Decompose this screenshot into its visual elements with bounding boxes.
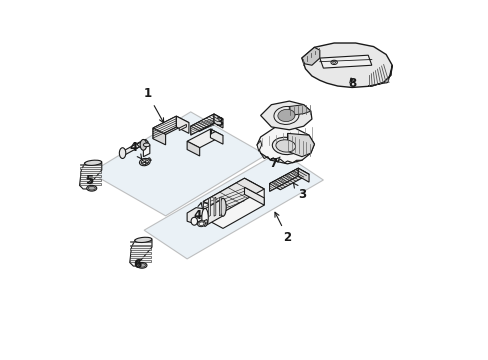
Polygon shape [130, 248, 151, 250]
Polygon shape [203, 178, 264, 212]
Polygon shape [153, 128, 165, 145]
Ellipse shape [191, 217, 197, 225]
Ellipse shape [138, 264, 145, 267]
Text: 3: 3 [210, 116, 223, 134]
Text: 1: 1 [143, 87, 163, 123]
Polygon shape [176, 116, 188, 134]
Polygon shape [140, 158, 151, 165]
Polygon shape [80, 163, 101, 165]
Polygon shape [80, 175, 101, 177]
Polygon shape [190, 114, 223, 131]
Text: 4: 4 [129, 141, 142, 159]
Text: 8: 8 [347, 77, 355, 90]
Ellipse shape [275, 140, 295, 152]
Polygon shape [257, 126, 314, 164]
Ellipse shape [88, 186, 95, 190]
Polygon shape [90, 112, 265, 216]
Ellipse shape [137, 262, 147, 268]
Polygon shape [289, 105, 310, 116]
Polygon shape [219, 197, 221, 216]
Polygon shape [214, 197, 215, 216]
Ellipse shape [139, 158, 150, 166]
Polygon shape [214, 114, 223, 128]
Polygon shape [298, 168, 308, 182]
Polygon shape [301, 47, 319, 65]
Polygon shape [204, 199, 223, 226]
Polygon shape [269, 168, 298, 192]
Ellipse shape [202, 208, 208, 226]
Polygon shape [187, 129, 223, 148]
Polygon shape [137, 139, 148, 147]
Polygon shape [287, 134, 314, 157]
Polygon shape [144, 151, 323, 259]
Polygon shape [179, 125, 186, 131]
Text: 2: 2 [274, 212, 291, 244]
Ellipse shape [199, 222, 203, 226]
Ellipse shape [119, 148, 125, 158]
Text: 3: 3 [293, 183, 305, 201]
Polygon shape [260, 101, 311, 130]
Polygon shape [208, 198, 210, 217]
Ellipse shape [84, 160, 102, 165]
Ellipse shape [135, 237, 152, 243]
Ellipse shape [140, 139, 146, 150]
Polygon shape [153, 116, 188, 134]
Polygon shape [190, 114, 214, 135]
Text: 5: 5 [85, 174, 94, 186]
Ellipse shape [86, 185, 97, 191]
Polygon shape [80, 179, 101, 181]
Polygon shape [257, 140, 261, 151]
Ellipse shape [277, 109, 294, 122]
Ellipse shape [330, 60, 337, 64]
Polygon shape [367, 65, 391, 86]
Polygon shape [153, 116, 176, 139]
Text: 6: 6 [133, 258, 141, 271]
Polygon shape [130, 256, 151, 258]
Polygon shape [244, 187, 264, 205]
Ellipse shape [272, 137, 299, 154]
Polygon shape [194, 214, 206, 223]
Polygon shape [122, 141, 143, 154]
Polygon shape [80, 167, 101, 169]
Polygon shape [130, 244, 151, 246]
Polygon shape [203, 178, 264, 228]
Text: 7: 7 [268, 157, 280, 170]
Ellipse shape [332, 62, 335, 63]
Ellipse shape [197, 221, 205, 227]
Polygon shape [143, 145, 149, 157]
Polygon shape [130, 260, 151, 262]
Polygon shape [269, 168, 308, 190]
Text: 4: 4 [193, 203, 202, 222]
Polygon shape [187, 208, 203, 223]
Polygon shape [319, 55, 371, 68]
Polygon shape [129, 240, 152, 266]
Ellipse shape [219, 198, 226, 216]
Ellipse shape [143, 143, 149, 147]
Polygon shape [80, 163, 102, 189]
Polygon shape [80, 171, 101, 173]
Ellipse shape [141, 160, 148, 165]
Polygon shape [80, 183, 101, 185]
Ellipse shape [273, 107, 298, 125]
Polygon shape [210, 129, 223, 144]
Polygon shape [199, 220, 207, 226]
Polygon shape [130, 240, 151, 242]
Polygon shape [130, 252, 151, 254]
Polygon shape [187, 141, 199, 156]
Polygon shape [301, 43, 391, 87]
